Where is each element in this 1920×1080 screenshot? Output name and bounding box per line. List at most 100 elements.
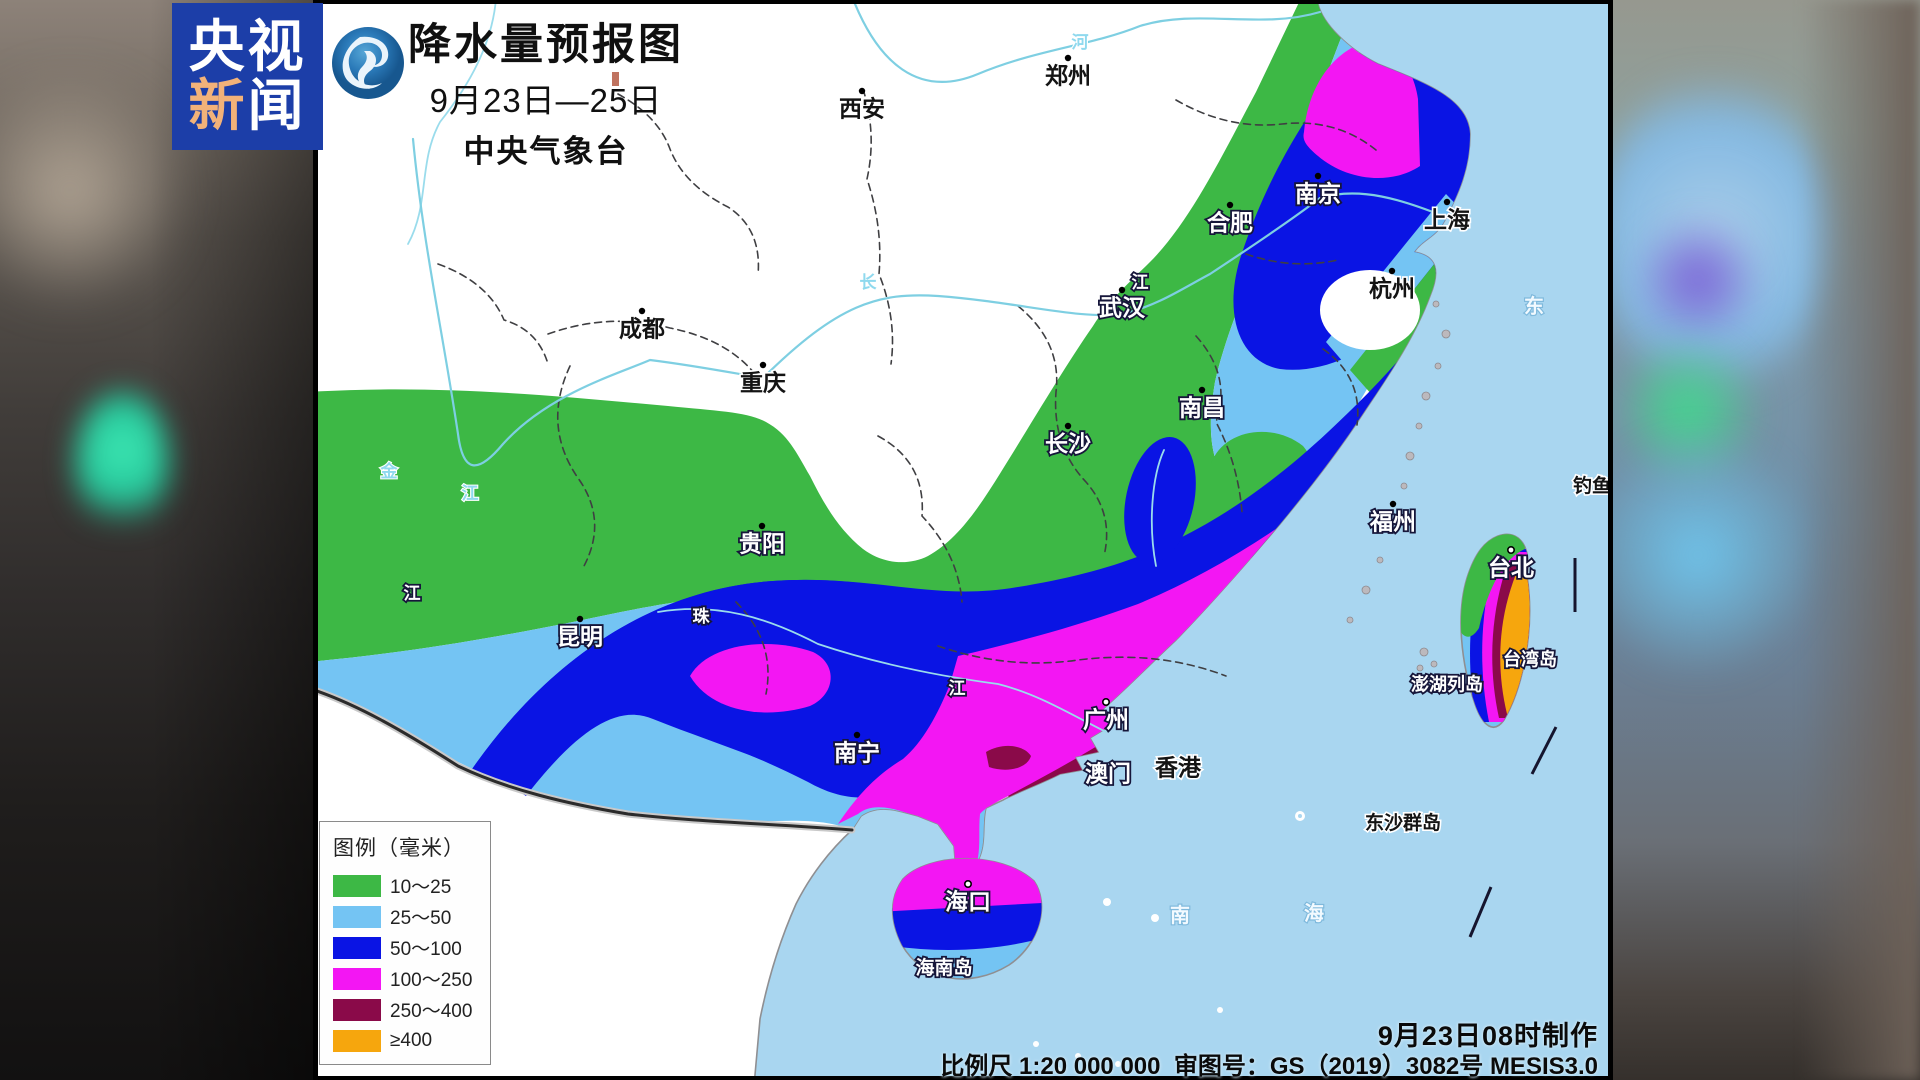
map-label: 长沙 [1045,430,1091,456]
legend-item: 50～100 [333,932,490,963]
map-label: 香港 [1155,754,1202,780]
map-label: 海南岛 [915,956,972,979]
map-label: 南京 [1295,180,1341,206]
legend-item: ≥400 [333,1025,490,1056]
map-label: 珠 [693,607,711,626]
national-border [318,689,854,832]
legend-title: 图例（毫米） [333,837,465,860]
map-label: 杭州 [1369,275,1415,301]
city-dot [1507,545,1516,554]
map-label: 南昌 [1179,394,1225,420]
background-blur-blob [1608,430,1808,680]
city-dot [1443,198,1451,206]
city-dot [858,87,866,95]
map-label: 江 [1132,273,1149,292]
legend-label: 10～25 [390,877,452,898]
city-dot [638,307,646,315]
background-blur-blob [1638,210,1758,350]
background-shade [1800,0,1920,1080]
map-label: 河 [1072,33,1089,52]
map-label: 武汉 [1099,294,1146,320]
dry-pocket-hangzhou [1320,270,1420,350]
map-title-block: 降水量预报图 9月23日—25日 中央气象台 [408,10,684,171]
city-dot [1226,201,1234,209]
cctv-news-logo: 央视 新闻 [172,3,323,150]
city-dot [1101,697,1110,706]
background-blur-blob [0,60,180,320]
legend-item: 250～400 [333,994,490,1025]
map-label: 重庆 [740,369,786,395]
legend-label: 250～400 [390,1001,473,1022]
map-label: 台北 [1488,554,1534,580]
legend-label: 50～100 [390,939,462,960]
logo-char-wen: 闻 [247,73,307,137]
legend-item: 100～250 [333,963,490,994]
map-label: 东 [1524,294,1544,318]
map-label: 南 [1170,904,1190,927]
legend: 图例（毫米） 10～25 25～50 50～100 100～250 250～400 ≥40… [319,821,491,1065]
band-250-400-spot [986,745,1031,770]
map-label: 上海 [1424,206,1470,232]
studio-background-left [0,0,318,1080]
legend-item: 25～50 [333,901,490,932]
legend-label: ≥400 [390,1029,433,1051]
map-label: 金 [380,461,399,481]
logo-text-line1: 央视 [188,15,307,79]
city-dot [1064,54,1072,62]
map-label: 福州 [1369,508,1416,534]
legend-swatch [333,998,381,1021]
city-dot [1198,386,1206,394]
map-label: 西安 [839,95,885,121]
background-shade [150,0,318,1080]
band-10-25 [318,4,1358,662]
boundary-dash-segments [1468,558,1577,938]
studio-background-right [1608,0,1920,1080]
map-label: 广州 [1083,706,1129,732]
legend-swatch [333,1029,381,1052]
map-label: 台湾岛 [1503,648,1557,669]
band-100-250-northeast [1303,43,1420,179]
band-50-100-hunan [1124,437,1196,563]
legend-label: 100～250 [390,970,473,991]
background-blur-blob [75,390,170,540]
legend-swatch [333,936,381,959]
weather-map-frame: 郑州 西安 成都 重庆 上海 杭州 香港 东沙群岛 钓鱼 武汉 合肥 南京 南昌 长沙 福州 贵阳 昆明 南宁 广州… [313,0,1613,1080]
map-issue-time: 9月23日08时制作 [1377,1021,1598,1051]
legend-label: 25～50 [390,908,452,929]
city-dot [1064,422,1072,430]
city-dot [1314,172,1322,180]
map-label: 成都 [619,315,665,341]
city-dot [576,615,584,623]
coastal-islets [1346,300,1451,672]
map-date-range: 9月23日—25日 [429,82,663,119]
map-label: 江 [404,584,421,603]
city-dot [963,879,972,888]
rivers [407,4,1445,733]
city-dot [759,361,767,369]
band-100-250-guangxi [690,644,831,713]
logo-char-xin: 新 [188,73,248,137]
map-label: 郑州 [1045,62,1091,88]
map-label: 钓鱼 [1573,474,1608,497]
legend-swatch [333,905,381,928]
city-dot [1389,500,1397,508]
map-label: 昆明 [557,623,603,649]
cma-logo-seal [612,72,619,86]
province-boundaries [437,88,1377,871]
map-label: 海 [1304,901,1324,925]
map-label: 合肥 [1207,209,1253,235]
map-label: 澳门 [1085,760,1131,786]
map-agency: 中央气象台 [463,134,629,169]
map-label: 海口 [945,888,991,914]
city-dot [1118,286,1126,294]
legend-swatch [333,967,381,990]
map-label: 长 [860,272,878,292]
logo-text-line2: 新闻 [188,73,307,137]
city-dot [1388,267,1396,275]
map-label: 南宁 [834,739,880,765]
map-title: 降水量预报图 [408,21,684,69]
city-dot [853,731,861,739]
map-label: 江 [949,679,966,698]
